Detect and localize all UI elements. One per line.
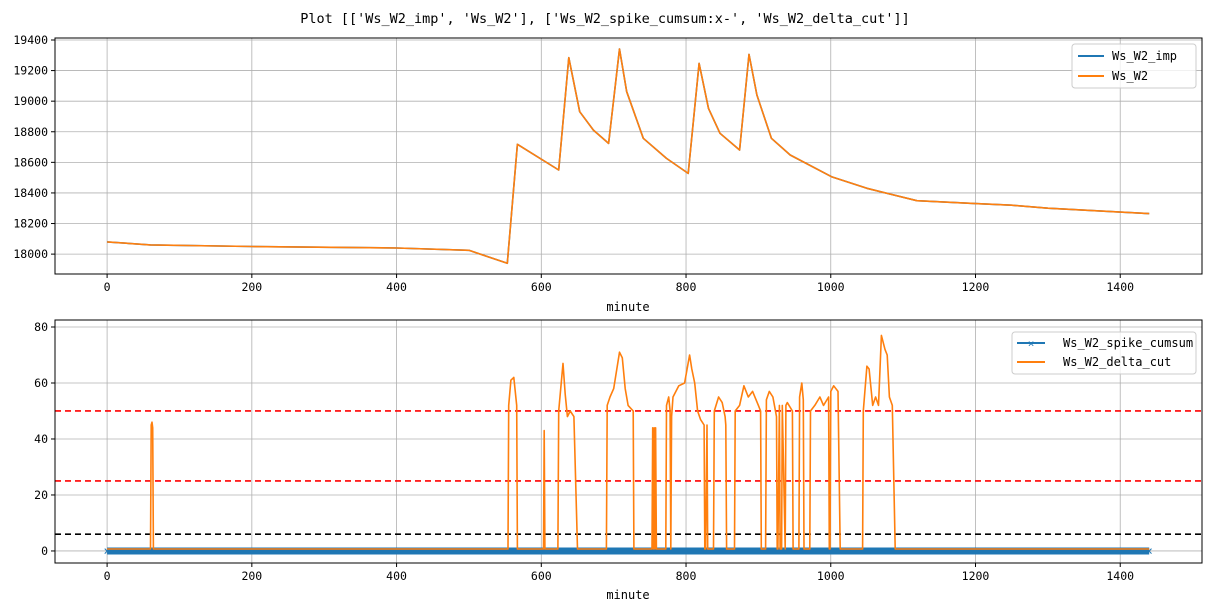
bottom-xlabel: minute <box>606 588 649 602</box>
plot-area <box>55 38 1202 274</box>
x-tick-label: 1000 <box>817 569 845 583</box>
x-tick-label: 0 <box>104 569 111 583</box>
top-axes: 0 200 400 600 800 1000 1200 1400 18000 18200 18400… <box>13 33 1203 294</box>
x-tick-label: 200 <box>241 280 262 294</box>
x-tick-label: 800 <box>676 280 697 294</box>
x-tick-label: 200 <box>241 569 262 583</box>
top-xlabel: minute <box>606 300 649 314</box>
y-tick-label: 19200 <box>13 64 48 78</box>
axes-frame <box>54 319 1203 564</box>
y-tick-label: 40 <box>34 432 48 446</box>
y-tick-label: 60 <box>34 376 48 390</box>
x-marker-icon: × <box>103 544 110 558</box>
legend-label-delta-cut: Ws_W2_delta_cut <box>1063 355 1171 369</box>
y-tick-label: 19400 <box>13 33 48 47</box>
legend-label-spike-cumsum: Ws_W2_spike_cumsum <box>1063 336 1193 350</box>
y-tick-label: 18800 <box>13 125 48 139</box>
series-ws-w2 <box>107 48 1150 265</box>
top-legend: Ws_W2_imp Ws_W2 <box>1071 43 1197 89</box>
legend-marker-x-icon: × <box>1028 337 1035 350</box>
x-tick-label: 1200 <box>962 569 990 583</box>
x-tick-label: 1400 <box>1106 280 1134 294</box>
y-tick-label: 19000 <box>13 94 48 108</box>
y-tick-label: 18000 <box>13 247 48 261</box>
x-tick-label: 400 <box>386 280 407 294</box>
bottom-legend: × Ws_W2_spike_cumsum Ws_W2_delta_cut <box>1011 331 1197 375</box>
x-marker-icon: × <box>1146 544 1153 558</box>
y-tick-label: 18200 <box>13 217 48 231</box>
x-tick-label: 600 <box>531 280 552 294</box>
x-tick-label: 1400 <box>1106 569 1134 583</box>
y-tick-label: 18400 <box>13 186 48 200</box>
bottom-legend-box <box>1011 331 1197 375</box>
x-tick-label: 0 <box>104 280 111 294</box>
y-tick-label: 20 <box>34 488 48 502</box>
x-tick-label: 800 <box>676 569 697 583</box>
x-tick-label: 400 <box>386 569 407 583</box>
y-tick-label: 18600 <box>13 155 48 169</box>
legend-label-ws-w2-imp: Ws_W2_imp <box>1112 49 1177 63</box>
axes-frame <box>54 37 1203 275</box>
figure-title: Plot [['Ws_W2_imp', 'Ws_W2'], ['Ws_W2_sp… <box>300 11 910 27</box>
x-tick-label: 1000 <box>817 280 845 294</box>
plot-area <box>55 320 1202 563</box>
legend-label-ws-w2: Ws_W2 <box>1112 69 1148 83</box>
x-tick-label: 600 <box>531 569 552 583</box>
y-tick-label: 80 <box>34 320 48 334</box>
x-tick-label: 1200 <box>962 280 990 294</box>
series-ws-w2-delta-cut <box>107 334 1150 550</box>
y-tick-label: 0 <box>41 544 48 558</box>
bottom-axes: 0 200 400 600 800 1000 1200 1400 0 20 40 60 80 × × <box>34 319 1203 583</box>
